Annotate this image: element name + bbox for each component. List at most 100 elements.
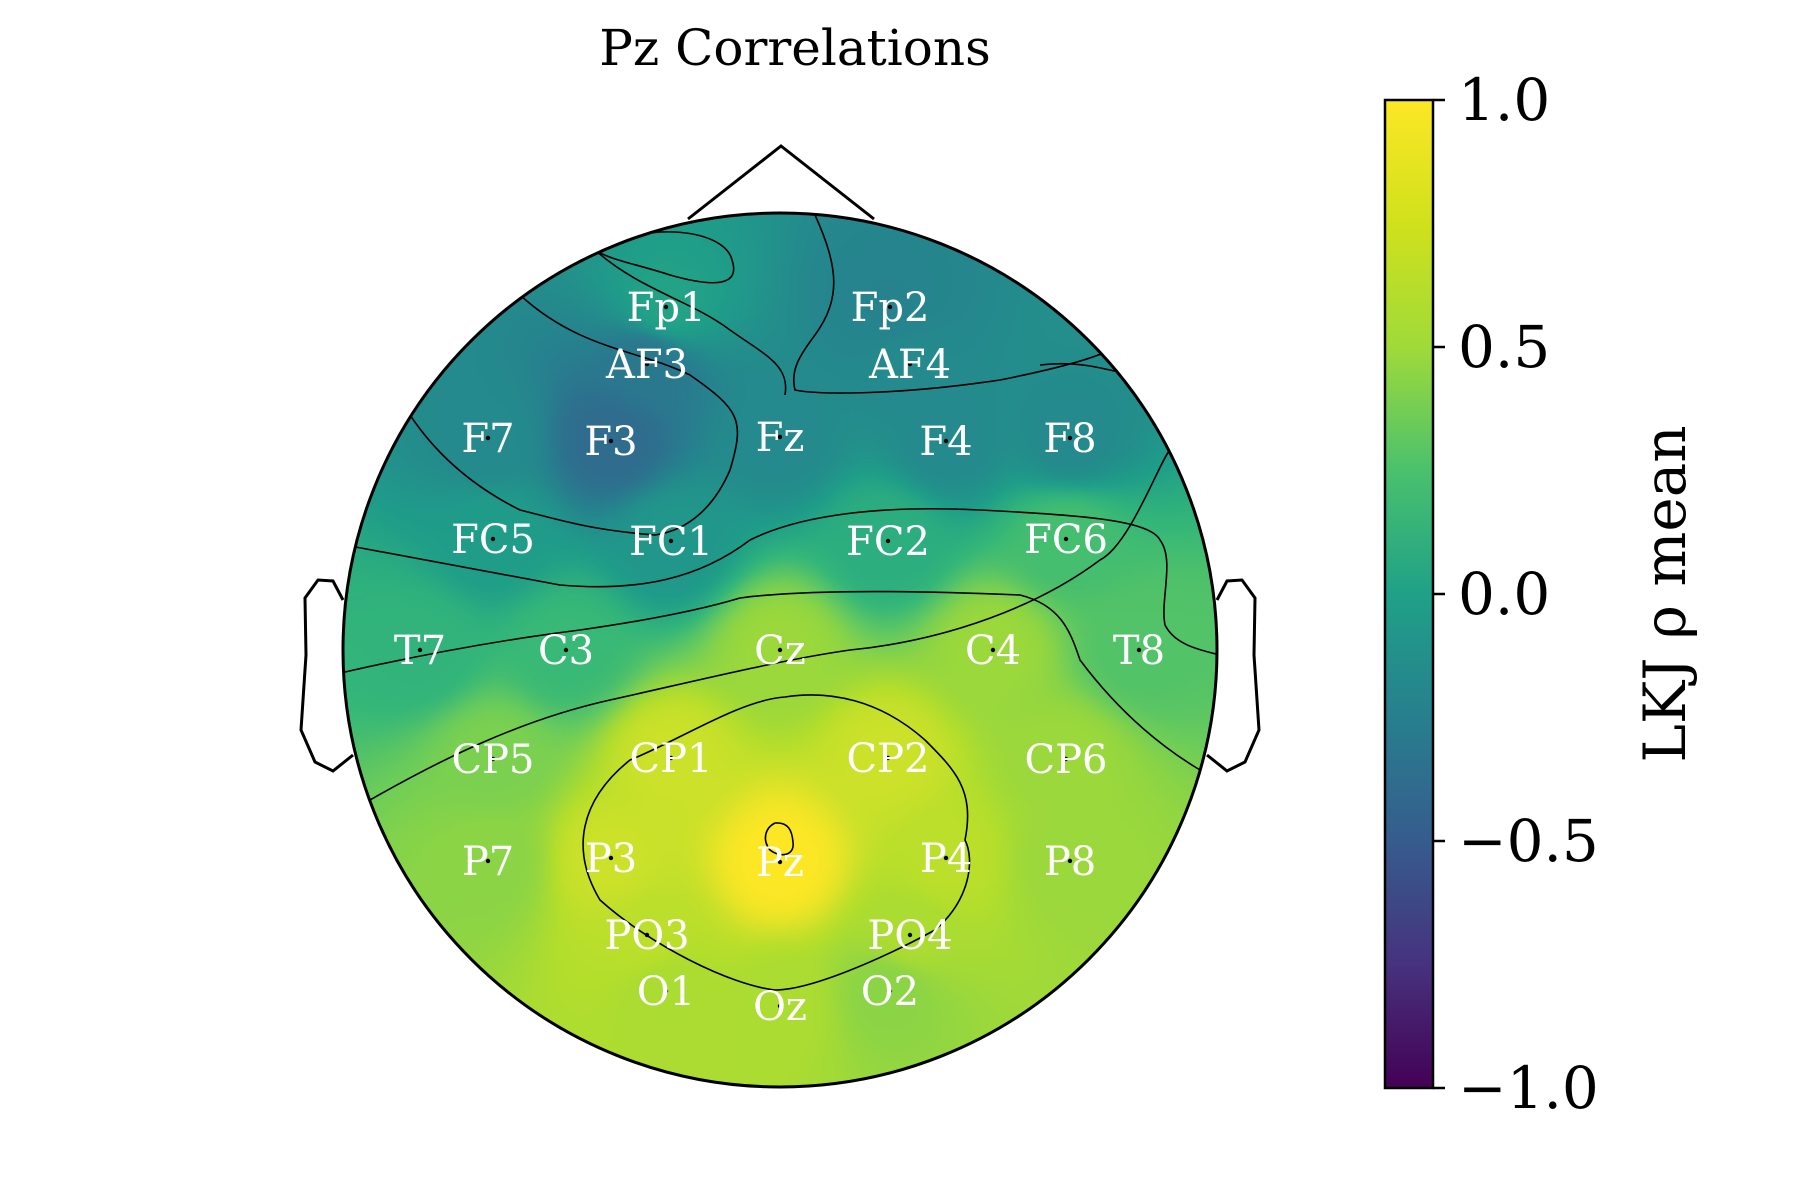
- electrode-fc5: FC5: [451, 517, 535, 563]
- head-circle: [341, 211, 1219, 1089]
- electrode-label: F3: [584, 419, 637, 465]
- electrode-dot: [1067, 858, 1073, 864]
- electrode-label: CP2: [847, 736, 930, 782]
- electrode-dot: [485, 858, 491, 864]
- colorbar-label: LKJ ρ mean: [1631, 425, 1699, 762]
- electrode-fp2: Fp2: [851, 285, 930, 331]
- electrode-dot: [490, 756, 496, 762]
- electrode-cp1: CP1: [630, 736, 713, 782]
- electrode-label: O1: [637, 969, 695, 1015]
- electrode-label: Pz: [756, 840, 804, 886]
- electrode-cz: Cz: [754, 628, 806, 674]
- electrode-dot: [1067, 435, 1073, 441]
- electrode-label: FC2: [846, 519, 930, 565]
- electrode-label: C3: [538, 628, 594, 674]
- electrode-dot: [608, 855, 614, 861]
- contour-line: [409, 294, 739, 536]
- electrode-cp2: CP2: [847, 736, 930, 782]
- electrode-t8: T8: [1113, 628, 1165, 674]
- contour-line: [582, 694, 971, 991]
- electrode-oz: Oz: [753, 984, 807, 1030]
- contour-line: [344, 590, 1201, 771]
- electrode-label: F4: [919, 419, 972, 465]
- electrode-label: T7: [394, 628, 446, 674]
- electrode-dot: [777, 1003, 783, 1009]
- electrode-label: AF4: [868, 342, 951, 388]
- electrode-f4: F4: [919, 419, 972, 465]
- electrode-dot: [777, 434, 783, 440]
- electrode-dot: [885, 538, 891, 544]
- electrode-fc6: FC6: [1024, 517, 1108, 563]
- electrode-label: PO3: [604, 913, 689, 959]
- electrode-dot: [608, 438, 614, 444]
- electrode-label: Fp2: [851, 285, 930, 331]
- electrode-dot: [417, 647, 423, 653]
- electrode-dot: [663, 988, 669, 994]
- electrode-dot: [490, 536, 496, 542]
- electrode-po4: PO4: [867, 913, 952, 959]
- electrode-cp6: CP6: [1025, 737, 1108, 783]
- electrode-label: CP6: [1025, 737, 1108, 783]
- colorbar-tick-label: 0.0: [1458, 560, 1550, 628]
- electrode-dot: [485, 435, 491, 441]
- electrode-t7: T7: [394, 628, 446, 674]
- electrode-fc1: FC1: [629, 519, 713, 565]
- electrode-o2: O2: [861, 969, 919, 1015]
- electrode-f7: F7: [461, 416, 514, 462]
- electrode-p8: P8: [1044, 839, 1096, 885]
- colorbar-tick-label: 0.5: [1458, 313, 1550, 381]
- electrode-layer: Fp1 Fp2 AF3 AF4 F7 F3 Fz F4 F8 FC5 FC1 FC2 FC6 T7 C3 Cz…: [394, 285, 1165, 1030]
- electrode-label: CP1: [630, 736, 713, 782]
- electrode-label: AF3: [605, 342, 688, 388]
- electrode-dot: [668, 755, 674, 761]
- electrode-af3: AF3: [605, 342, 688, 388]
- electrode-dot: [1063, 536, 1069, 542]
- electrode-label: FC1: [629, 519, 713, 565]
- electrode-p4: P4: [920, 836, 972, 882]
- colorbar-gradient: [1383, 98, 1435, 1090]
- electrode-dot: [907, 932, 913, 938]
- contour-lines: [344, 214, 1217, 991]
- electrode-p7: P7: [462, 839, 514, 885]
- contour-line: [344, 507, 1217, 656]
- electrode-label: P8: [1044, 839, 1096, 885]
- electrode-label: PO4: [867, 913, 952, 959]
- electrode-dot: [887, 988, 893, 994]
- electrode-pz: Pz: [756, 840, 804, 886]
- electrode-dot: [563, 647, 569, 653]
- electrode-dot: [663, 304, 669, 310]
- electrode-label: P7: [462, 839, 514, 885]
- electrode-dot: [885, 755, 891, 761]
- electrode-dot: [907, 361, 913, 367]
- electrode-dot: [1063, 756, 1069, 762]
- head-outline: [299, 144, 1261, 1089]
- electrode-label: F8: [1043, 416, 1096, 462]
- electrode-label: Fp1: [627, 285, 706, 331]
- electrode-dot: [943, 855, 949, 861]
- electrode-o1: O1: [637, 969, 695, 1015]
- electrode-dot: [644, 361, 650, 367]
- electrode-label: FC6: [1024, 517, 1108, 563]
- electrode-label: Cz: [754, 628, 806, 674]
- electrode-dot: [990, 647, 996, 653]
- electrode-dot: [1136, 647, 1142, 653]
- contour-line: [594, 249, 787, 396]
- chart-title: Pz Correlations: [599, 19, 990, 77]
- electrode-label: P3: [585, 836, 637, 882]
- electrode-label: O2: [861, 969, 919, 1015]
- colorbar-tick-label: 1.0: [1458, 66, 1550, 134]
- electrode-label: F7: [461, 416, 514, 462]
- contour-line: [594, 231, 735, 284]
- left-ear: [299, 578, 354, 773]
- electrode-fc2: FC2: [846, 519, 930, 565]
- colorbar-tick-label: −1.0: [1458, 1054, 1599, 1122]
- electrode-label: Oz: [753, 984, 807, 1030]
- electrode-dot: [887, 304, 893, 310]
- electrode-cp5: CP5: [452, 737, 535, 783]
- right-ear: [1206, 578, 1261, 773]
- electrode-dot: [943, 438, 949, 444]
- electrode-fz: Fz: [756, 415, 805, 461]
- electrode-dot: [777, 647, 783, 653]
- colorbar-tick-label: −0.5: [1458, 807, 1599, 875]
